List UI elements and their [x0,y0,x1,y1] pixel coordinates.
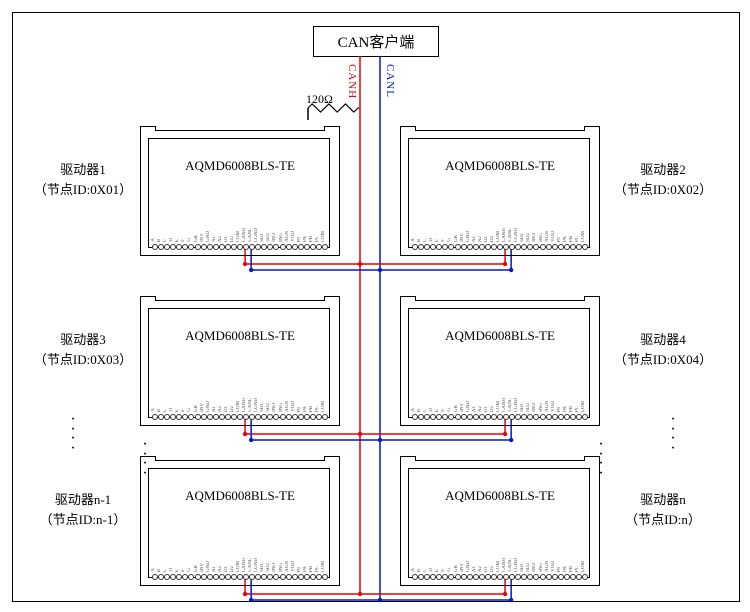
driver-module: AQMD6008BLS-TEABCDEFGGRINVGNDA1A2D1D2COM… [400,300,600,426]
driver-module: AQMD6008BLS-TEABCDEFGGRINVGNDA1A2D1D2COM… [140,460,340,586]
module-side-label: 驱动器1（节点ID:0X01） [28,160,138,199]
module-side-label: 驱动器n-1（节点ID:n-1） [28,490,138,529]
module-name: AQMD6008BLS-TE [400,328,600,344]
module-name: AQMD6008BLS-TE [140,328,340,344]
module-name: AQMD6008BLS-TE [400,488,600,504]
ellipsis-icon: ···· [596,440,606,478]
module-side-label: 驱动器3（节点ID:0X03） [28,330,138,369]
canh-label: CANH [346,64,358,99]
driver-module: AQMD6008BLS-TEABCDEFGGRINVGNDA1A2D1D2COM… [140,300,340,426]
driver-module: AQMD6008BLS-TEABCDEFGGRINVGNDA1A2D1D2COM… [400,460,600,586]
module-side-label: 驱动器2（节点ID:0X02） [608,160,718,199]
module-name: AQMD6008BLS-TE [400,158,600,174]
module-name: AQMD6008BLS-TE [140,488,340,504]
module-side-label: 驱动器n（节点ID:n） [608,490,718,529]
can-client-label: CAN客户端 [338,35,415,51]
ellipsis-icon: ···· [140,440,150,478]
resistor-label: 120Ω [306,92,333,107]
canl-label: CANL [384,64,396,98]
driver-module: AQMD6008BLS-TEABCDEFGGRINVGNDA1A2D1D2COM… [140,130,340,256]
ellipsis-icon: ···· [668,415,678,453]
ellipsis-icon: ···· [68,415,78,453]
module-side-label: 驱动器4（节点ID:0X04） [608,330,718,369]
module-name: AQMD6008BLS-TE [140,158,340,174]
driver-module: AQMD6008BLS-TEABCDEFGGRINVGNDA1A2D1D2COM… [400,130,600,256]
can-client-box: CAN客户端 [313,26,439,57]
